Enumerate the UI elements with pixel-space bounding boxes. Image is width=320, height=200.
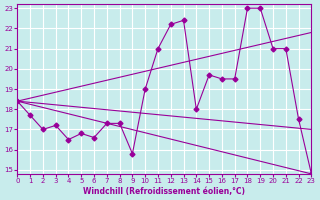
X-axis label: Windchill (Refroidissement éolien,°C): Windchill (Refroidissement éolien,°C) [84, 187, 245, 196]
